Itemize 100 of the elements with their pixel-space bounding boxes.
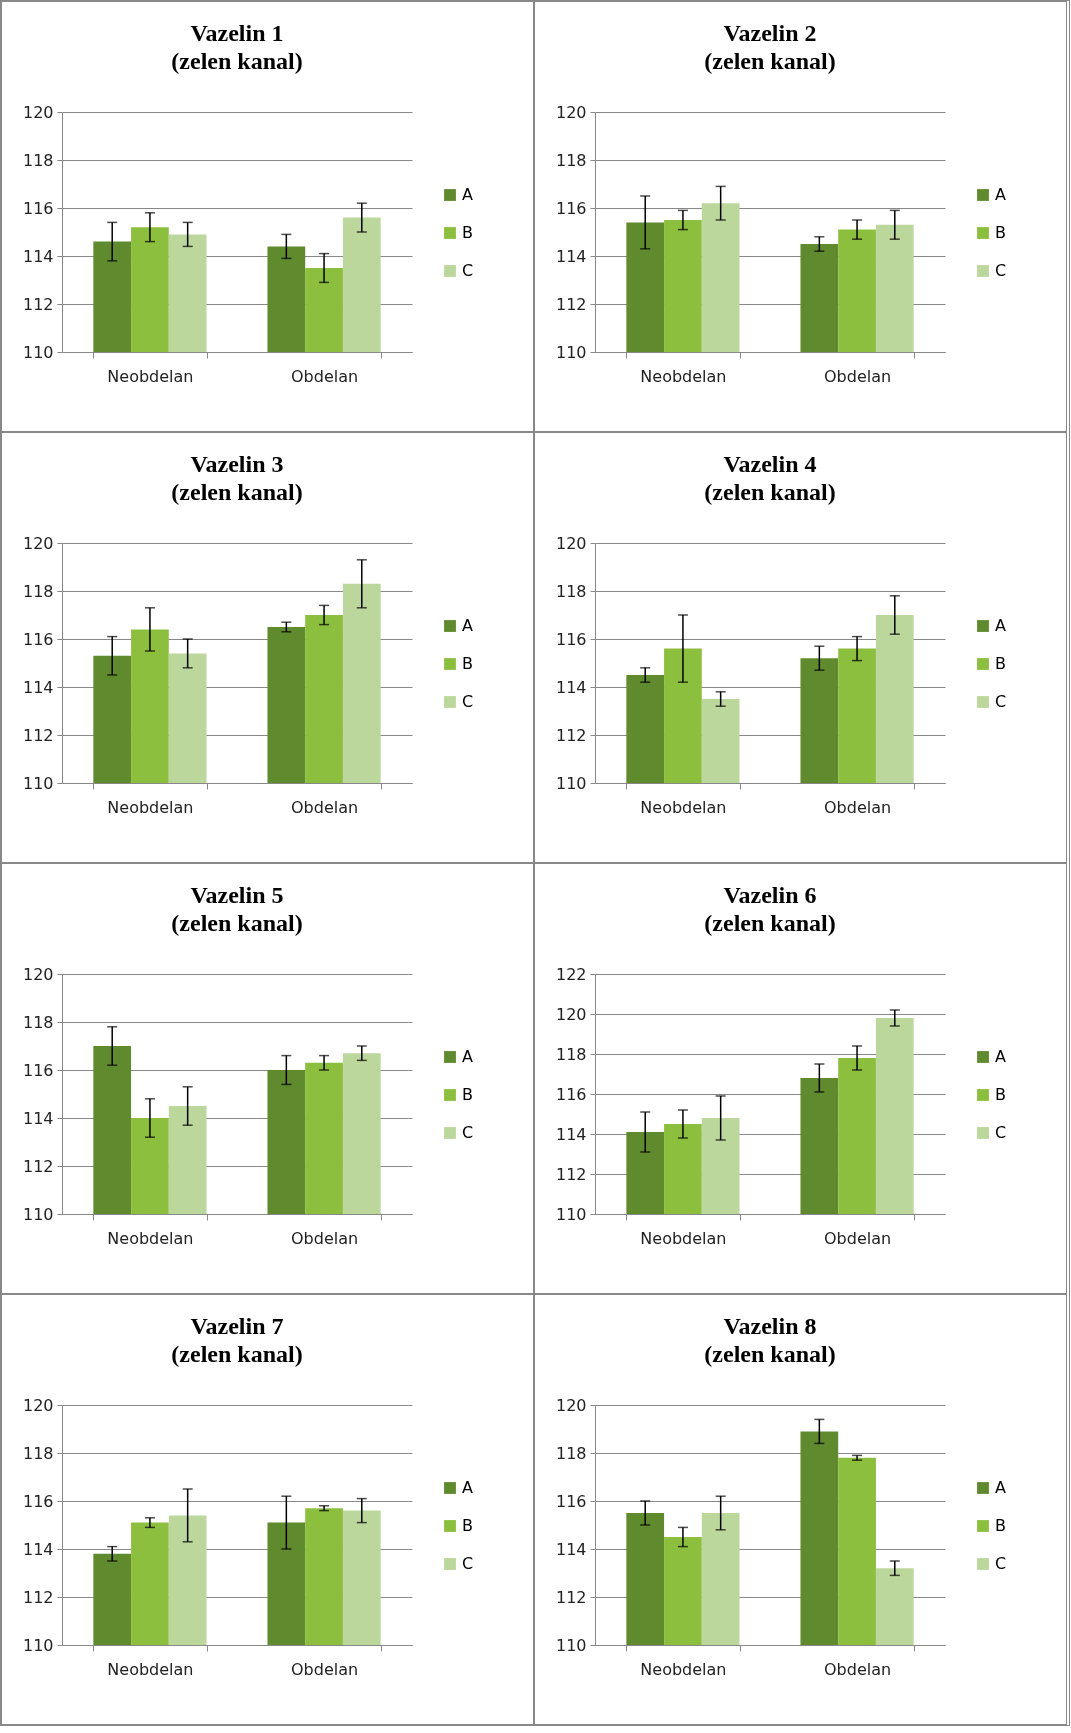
legend-label: B bbox=[462, 223, 473, 242]
y-tick-label: 114 bbox=[555, 246, 587, 266]
y-tick-label: 118 bbox=[555, 150, 587, 170]
y-tick-label: 114 bbox=[555, 1124, 587, 1144]
y-tick-label: 110 bbox=[22, 342, 54, 362]
chart-subtitle: (zelen kanal) bbox=[704, 48, 836, 74]
legend-label: B bbox=[462, 1516, 473, 1535]
x-tick-label: Neobdelan bbox=[107, 366, 194, 386]
chart-title: Vazelin 4 bbox=[723, 451, 817, 477]
y-tick-label: 120 bbox=[555, 1395, 587, 1415]
y-tick-label: 110 bbox=[22, 1635, 54, 1655]
legend-label: C bbox=[462, 1123, 474, 1142]
y-tick-label: 118 bbox=[22, 1012, 54, 1032]
chart-subtitle: (zelen kanal) bbox=[171, 479, 303, 505]
legend-label: B bbox=[995, 654, 1006, 673]
chart-subtitle: (zelen kanal) bbox=[704, 1341, 836, 1367]
x-tick-label: Neobdelan bbox=[107, 1659, 194, 1679]
y-tick-label: 120 bbox=[22, 533, 54, 553]
y-tick-label: 120 bbox=[555, 533, 587, 553]
legend-label: C bbox=[462, 261, 474, 280]
y-tick-label: 120 bbox=[22, 964, 54, 984]
chart-title: Vazelin 3 bbox=[190, 451, 284, 477]
x-tick-label: Obdelan bbox=[823, 1659, 892, 1679]
y-tick-label: 118 bbox=[22, 150, 54, 170]
legend-label: A bbox=[995, 616, 1006, 635]
y-tick-label: 114 bbox=[22, 1539, 54, 1559]
chart-title: Vazelin 6 bbox=[723, 882, 817, 908]
y-tick-label: 120 bbox=[555, 1004, 587, 1024]
y-tick-label: 118 bbox=[22, 1443, 54, 1463]
x-tick-label: Obdelan bbox=[823, 1228, 892, 1248]
y-tick-label: 118 bbox=[555, 1044, 587, 1064]
x-tick-label: Obdelan bbox=[290, 1659, 359, 1679]
y-tick-label: 110 bbox=[555, 1635, 587, 1655]
y-tick-label: 114 bbox=[22, 677, 54, 697]
y-tick-label: 118 bbox=[22, 581, 54, 601]
legend-label: A bbox=[995, 1478, 1006, 1497]
y-tick-label: 114 bbox=[22, 246, 54, 266]
chart-subtitle: (zelen kanal) bbox=[704, 479, 836, 505]
legend-label: C bbox=[462, 692, 474, 711]
x-tick-label: Neobdelan bbox=[640, 1228, 727, 1248]
legend-label: C bbox=[995, 1554, 1007, 1573]
legend-label: C bbox=[462, 1554, 474, 1573]
y-tick-label: 118 bbox=[555, 1443, 587, 1463]
y-tick-label: 110 bbox=[555, 773, 587, 793]
y-tick-label: 114 bbox=[22, 1108, 54, 1128]
y-tick-label: 116 bbox=[22, 1060, 54, 1080]
legend-label: A bbox=[462, 185, 473, 204]
y-tick-label: 112 bbox=[22, 1587, 54, 1607]
x-tick-label: Neobdelan bbox=[640, 797, 727, 817]
legend-label: B bbox=[995, 1516, 1006, 1535]
chart-title: Vazelin 1 bbox=[190, 20, 284, 46]
x-tick-label: Neobdelan bbox=[640, 1659, 727, 1679]
y-tick-label: 110 bbox=[22, 1204, 54, 1224]
y-tick-label: 116 bbox=[555, 1084, 587, 1104]
y-tick-label: 116 bbox=[555, 1491, 587, 1511]
y-tick-label: 110 bbox=[555, 342, 587, 362]
y-tick-label: 116 bbox=[22, 629, 54, 649]
legend-label: A bbox=[462, 1047, 473, 1066]
y-tick-label: 112 bbox=[555, 1164, 587, 1184]
y-tick-label: 116 bbox=[22, 198, 54, 218]
legend-label: B bbox=[462, 1085, 473, 1104]
x-tick-label: Obdelan bbox=[290, 1228, 359, 1248]
chart-subtitle: (zelen kanal) bbox=[171, 1341, 303, 1367]
legend-label: B bbox=[462, 654, 473, 673]
x-tick-label: Obdelan bbox=[290, 366, 359, 386]
y-tick-label: 118 bbox=[555, 581, 587, 601]
legend-label: C bbox=[995, 261, 1007, 280]
y-tick-label: 110 bbox=[555, 1204, 587, 1224]
chart-title: Vazelin 7 bbox=[190, 1313, 284, 1339]
chart-subtitle: (zelen kanal) bbox=[704, 910, 836, 936]
legend-label: B bbox=[995, 223, 1006, 242]
legend-label: B bbox=[995, 1085, 1006, 1104]
chart-subtitle: (zelen kanal) bbox=[171, 910, 303, 936]
y-tick-label: 112 bbox=[555, 294, 587, 314]
chart-title: Vazelin 2 bbox=[723, 20, 817, 46]
y-tick-label: 110 bbox=[22, 773, 54, 793]
y-tick-label: 116 bbox=[555, 198, 587, 218]
x-tick-label: Neobdelan bbox=[107, 797, 194, 817]
y-tick-label: 112 bbox=[22, 294, 54, 314]
y-tick-label: 112 bbox=[22, 725, 54, 745]
x-tick-label: Obdelan bbox=[290, 797, 359, 817]
legend-label: C bbox=[995, 692, 1007, 711]
y-tick-label: 114 bbox=[555, 677, 587, 697]
y-tick-label: 120 bbox=[22, 1395, 54, 1415]
x-tick-label: Neobdelan bbox=[640, 366, 727, 386]
y-tick-label: 120 bbox=[22, 102, 54, 122]
x-tick-label: Obdelan bbox=[823, 797, 892, 817]
y-tick-label: 122 bbox=[555, 964, 587, 984]
legend-label: A bbox=[995, 185, 1006, 204]
legend-label: C bbox=[995, 1123, 1007, 1142]
legend-label: A bbox=[462, 1478, 473, 1497]
chart-title: Vazelin 5 bbox=[190, 882, 284, 908]
y-tick-label: 112 bbox=[555, 725, 587, 745]
y-tick-label: 112 bbox=[555, 1587, 587, 1607]
legend-label: A bbox=[462, 616, 473, 635]
chart-subtitle: (zelen kanal) bbox=[171, 48, 303, 74]
y-tick-label: 120 bbox=[555, 102, 587, 122]
y-tick-label: 112 bbox=[22, 1156, 54, 1176]
y-tick-label: 114 bbox=[555, 1539, 587, 1559]
x-tick-label: Neobdelan bbox=[107, 1228, 194, 1248]
